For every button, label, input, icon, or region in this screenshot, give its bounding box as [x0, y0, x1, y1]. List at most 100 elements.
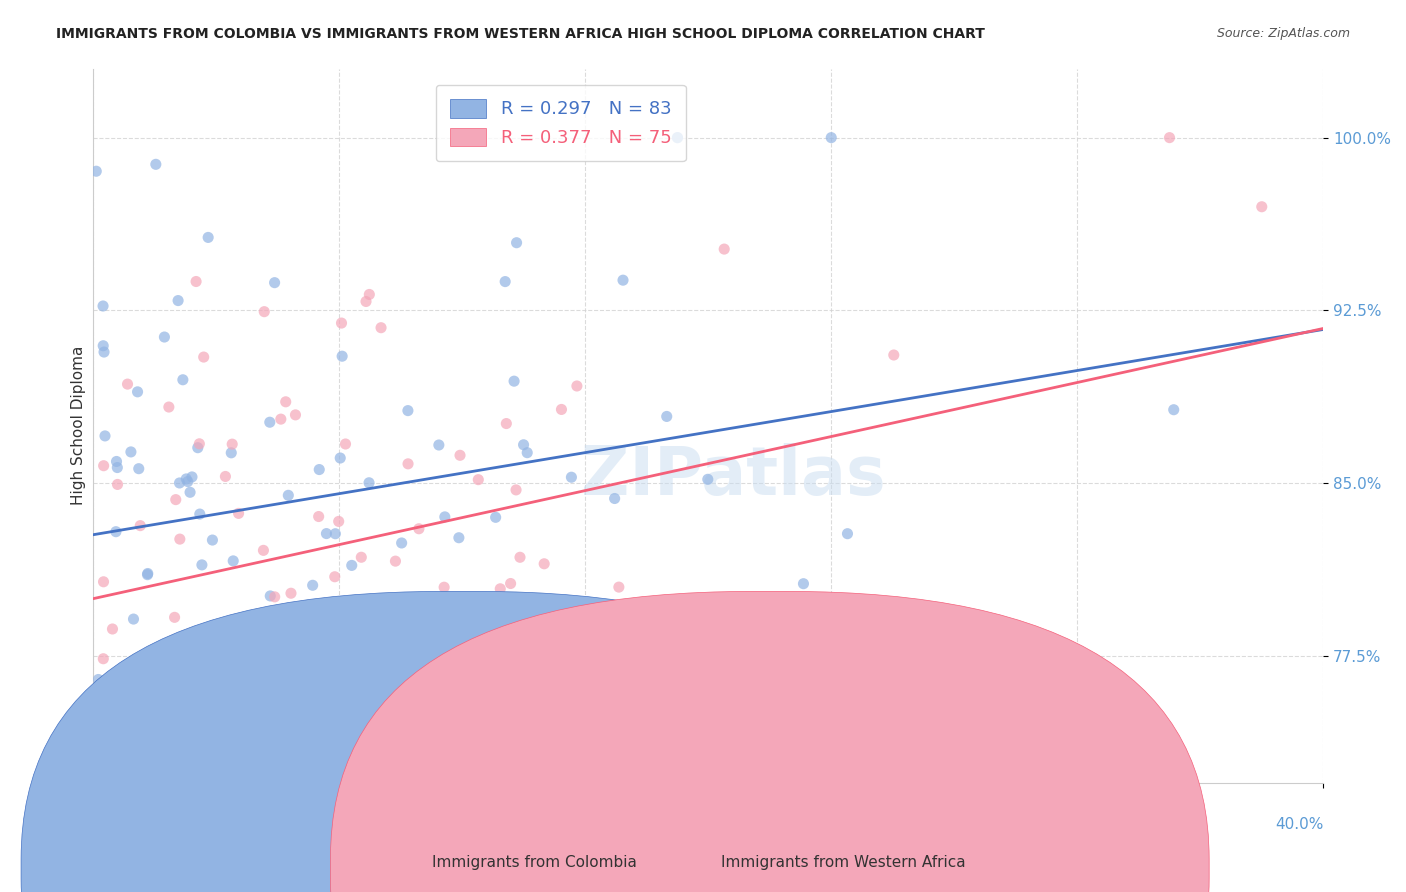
Point: [350, 550, 373, 565]
Point: [280, 586, 302, 600]
Text: ZIPatlas: ZIPatlas: [581, 442, 886, 508]
Point: [222, 554, 245, 568]
Point: [165, 492, 187, 507]
Point: [1163, 402, 1185, 417]
Point: [560, 470, 582, 484]
Text: 0.0%: 0.0%: [93, 817, 132, 832]
Point: [177, 763, 200, 777]
Point: [444, 608, 467, 623]
Point: [820, 130, 842, 145]
Point: [696, 599, 718, 613]
Point: [181, 470, 204, 484]
Point: [499, 576, 522, 591]
Point: [713, 242, 735, 256]
Point: [252, 645, 274, 659]
Point: [491, 622, 513, 636]
Point: [655, 409, 678, 424]
Point: [94, 429, 117, 443]
Point: [214, 714, 236, 729]
Point: [274, 750, 297, 764]
Point: [167, 756, 190, 770]
Text: Immigrants from Colombia: Immigrants from Colombia: [432, 855, 637, 870]
Point: [335, 437, 357, 451]
Point: [219, 446, 242, 460]
Point: [671, 610, 693, 624]
Text: Source: ZipAtlas.com: Source: ZipAtlas.com: [1216, 27, 1350, 40]
Point: [253, 304, 276, 318]
Point: [136, 566, 159, 581]
Point: [145, 157, 167, 171]
Point: [315, 526, 337, 541]
Point: [666, 130, 689, 145]
Point: [281, 756, 304, 771]
Point: [330, 316, 353, 330]
Point: [301, 578, 323, 592]
Point: [603, 491, 626, 506]
Point: [128, 461, 150, 475]
Point: [105, 454, 128, 468]
Point: [136, 567, 159, 582]
Point: [172, 373, 194, 387]
Point: [427, 438, 450, 452]
Point: [170, 649, 193, 664]
Point: [489, 582, 512, 596]
Point: [565, 379, 588, 393]
Point: [666, 130, 689, 145]
Point: [498, 775, 520, 789]
Point: [505, 483, 527, 497]
Point: [516, 445, 538, 459]
Point: [188, 507, 211, 521]
Point: [117, 377, 139, 392]
Point: [187, 441, 209, 455]
Point: [129, 518, 152, 533]
Point: [174, 472, 197, 486]
Point: [107, 477, 129, 491]
Point: [910, 647, 932, 661]
Point: [367, 753, 389, 767]
Point: [284, 408, 307, 422]
Point: [373, 660, 395, 674]
Point: [308, 509, 330, 524]
Point: [792, 576, 814, 591]
Text: Immigrants from Western Africa: Immigrants from Western Africa: [721, 855, 966, 870]
Point: [422, 704, 444, 718]
Text: IMMIGRANTS FROM COLOMBIA VS IMMIGRANTS FROM WESTERN AFRICA HIGH SCHOOL DIPLOMA C: IMMIGRANTS FROM COLOMBIA VS IMMIGRANTS F…: [56, 27, 986, 41]
Point: [263, 590, 285, 604]
Point: [494, 275, 516, 289]
Point: [305, 681, 328, 696]
Point: [93, 345, 115, 359]
Point: [600, 775, 623, 789]
Point: [131, 665, 153, 680]
Point: [111, 733, 134, 747]
Point: [170, 668, 193, 682]
Point: [330, 349, 353, 363]
Point: [201, 533, 224, 547]
Point: [323, 570, 346, 584]
Point: [423, 688, 446, 702]
Point: [274, 394, 297, 409]
Point: [235, 667, 257, 681]
Point: [1159, 130, 1181, 145]
Point: [263, 276, 285, 290]
Point: [259, 589, 281, 603]
Point: [91, 651, 114, 665]
Point: [447, 531, 470, 545]
Point: [359, 287, 381, 301]
Point: [512, 438, 534, 452]
Point: [311, 775, 333, 789]
Point: [378, 609, 401, 624]
Point: [550, 402, 572, 417]
Point: [270, 412, 292, 426]
Point: [1004, 648, 1026, 663]
Point: [433, 509, 456, 524]
Point: [91, 299, 114, 313]
Point: [612, 273, 634, 287]
Point: [607, 580, 630, 594]
Point: [191, 558, 214, 572]
Point: [193, 350, 215, 364]
Point: [433, 580, 456, 594]
Point: [308, 628, 330, 642]
Point: [533, 557, 555, 571]
Point: [359, 710, 381, 724]
Point: [277, 488, 299, 502]
